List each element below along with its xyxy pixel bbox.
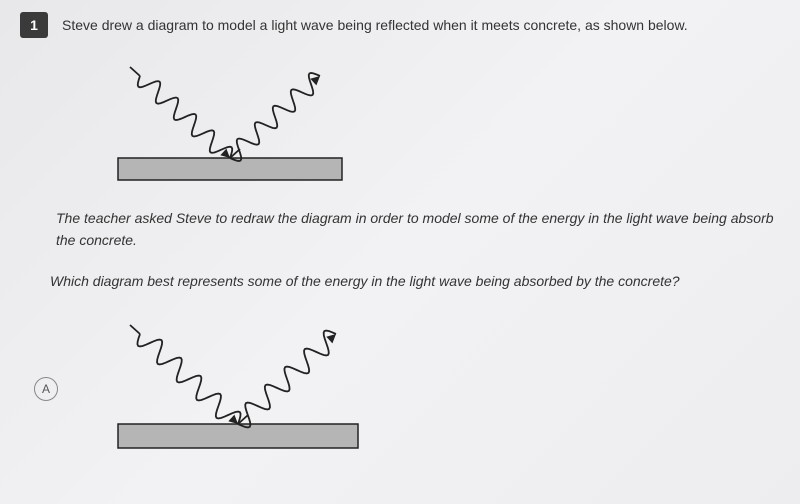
paragraph-1-line1: The teacher asked Steve to redraw the di… (56, 210, 774, 226)
paragraph-1: The teacher asked Steve to redraw the di… (56, 207, 800, 252)
question-text: Steve drew a diagram to model a light wa… (62, 12, 688, 36)
choice-a-diagram (88, 316, 388, 461)
question-page: 1 Steve drew a diagram to model a light … (0, 0, 800, 473)
reflection-svg-main (90, 58, 370, 188)
paragraph-1-line2: the concrete. (56, 232, 137, 248)
question-header: 1 Steve drew a diagram to model a light … (20, 12, 800, 38)
paragraph-2: Which diagram best represents some of th… (50, 270, 800, 292)
question-number-badge: 1 (20, 12, 48, 38)
reflection-svg-choice-a (88, 316, 388, 456)
choice-a-row: A (34, 316, 800, 461)
main-diagram (90, 58, 800, 193)
choice-a-label[interactable]: A (34, 377, 58, 401)
